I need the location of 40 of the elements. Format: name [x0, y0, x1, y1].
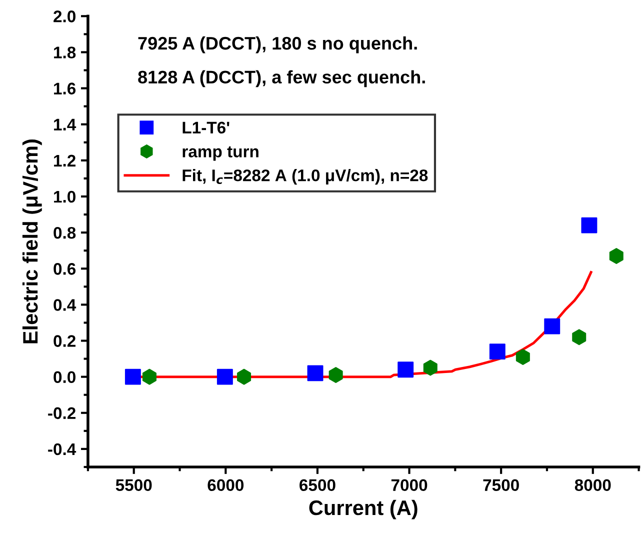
y-tick-label: 2.0 — [54, 10, 76, 22]
y-tick-label: 1.4 — [54, 118, 76, 130]
point — [237, 368, 252, 385]
x-axis-title: Current (A) — [309, 500, 418, 520]
y-tick-label: 1.8 — [54, 46, 76, 58]
y-tick-label: 0.8 — [54, 226, 76, 239]
x-tick-label: 7000 — [391, 479, 428, 492]
y-tick-label: 0.2 — [54, 335, 76, 347]
x-tick-label: 8000 — [574, 479, 611, 492]
x-tick-label: 6500 — [300, 479, 336, 492]
x-tick-label: 7500 — [483, 479, 519, 492]
y-tick-label: 1.6 — [54, 82, 76, 94]
point — [609, 248, 624, 264]
y-tick-label: -0.2 — [48, 407, 76, 420]
x-tick-label: 5500 — [116, 479, 152, 492]
point — [142, 368, 156, 385]
point — [489, 344, 506, 360]
point — [572, 329, 586, 346]
legend-label: Fit, I$_{c}$=8282 A (1.0 μV/cm), n=28 — [182, 169, 428, 185]
y-tick-label: 1.2 — [54, 154, 76, 166]
point — [216, 368, 233, 385]
annotation: 8128 A (DCCT), a few sec quench. — [138, 70, 425, 88]
point — [328, 367, 343, 383]
point — [516, 349, 530, 365]
x-tick-label: 6000 — [208, 479, 244, 492]
y-tick-label: 0.6 — [54, 263, 76, 275]
y-tick-label: 1.0 — [54, 190, 76, 203]
point — [423, 360, 438, 376]
point — [581, 217, 598, 234]
annotation: 7925 A (DCCT), 180 s no quench. — [138, 36, 417, 54]
legend-label: ramp turn — [182, 146, 258, 161]
y-axis-title: Electric field (μV/cm) — [22, 140, 42, 344]
y-tick-label: -0.4 — [48, 443, 76, 456]
point — [124, 368, 141, 385]
point — [398, 362, 414, 378]
point — [544, 318, 560, 334]
point — [307, 365, 324, 382]
legend-label: L1-T6' — [182, 122, 230, 134]
y-tick-label: 0.0 — [54, 371, 76, 384]
y-tick-label: 0.4 — [54, 299, 76, 311]
